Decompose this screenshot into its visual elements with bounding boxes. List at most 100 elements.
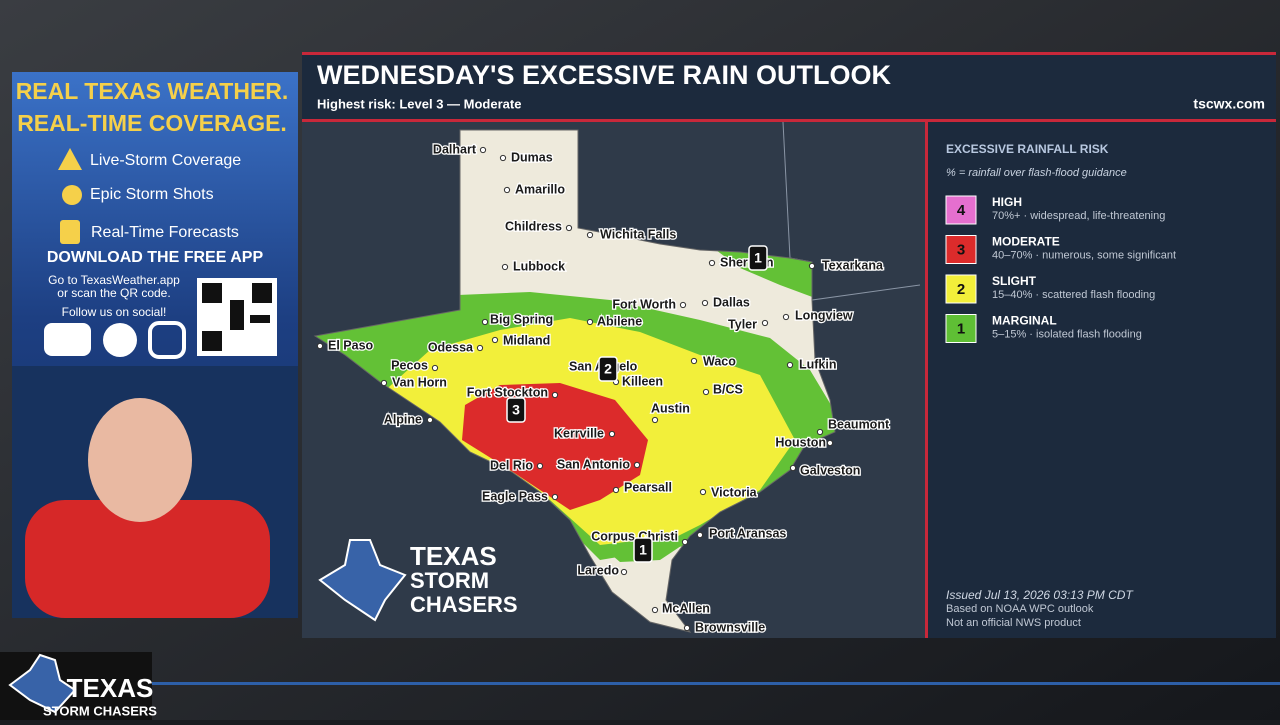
instructions: Go to TexasWeather.app: [48, 273, 180, 287]
city-label: Laredo: [577, 563, 619, 577]
icon: [62, 185, 82, 205]
city-label: Beaumont: [828, 417, 890, 431]
disclaimer: Not an official NWS product: [946, 617, 1081, 629]
legend-note: % = rainfall over flash-flood guidance: [946, 167, 1127, 179]
facebook-icon[interactable]: [103, 323, 137, 357]
city-label: Dallas: [713, 295, 750, 309]
bottom-bar: [0, 682, 1280, 685]
city-dot: [702, 388, 710, 396]
city-dot: [479, 146, 487, 154]
risk-badge: [633, 537, 653, 563]
city-dot: [586, 231, 594, 239]
city-dot: [690, 357, 698, 365]
bottom-logo-text: STORM CHASERS: [43, 703, 157, 718]
city-label: Austin: [651, 401, 690, 415]
legend-swatch: [945, 195, 977, 225]
city-dot: [826, 439, 834, 447]
city-dot: [761, 319, 769, 327]
social-text: Follow us on social!: [62, 305, 167, 319]
legend-name: HIGH: [992, 195, 1022, 209]
person-head: [88, 398, 192, 522]
logo-text: STORM: [410, 568, 489, 593]
city-label: Brownsville: [695, 620, 765, 634]
city-dot: [808, 262, 816, 270]
city-dot: [786, 361, 794, 369]
city-dot: [565, 224, 573, 232]
legend-name: SLIGHT: [992, 274, 1037, 288]
city-dot: [696, 531, 704, 539]
legend-level: 4: [957, 202, 966, 219]
issued: Issued Jul 13, 2026 03:13 PM CDT: [946, 588, 1134, 602]
city-label: Alpine: [384, 412, 422, 426]
legend-panel: [926, 122, 1276, 638]
feature: Epic Storm Shots: [90, 186, 214, 203]
site[interactable]: tscwx.com: [1193, 96, 1265, 112]
legend-swatch: [945, 314, 977, 343]
city-dot: [681, 538, 689, 546]
youtube-icon[interactable]: [44, 323, 91, 356]
risk-badge-label: 1: [639, 542, 647, 558]
promo-headline: REAL TEXAS WEATHER.: [16, 78, 289, 104]
city-label: B/CS: [713, 382, 743, 396]
city-dot: [782, 313, 790, 321]
city-dot: [789, 464, 797, 472]
bottom-logo-text: TEXAS: [67, 673, 154, 703]
city-dot: [426, 416, 434, 424]
city-label: Tyler: [728, 317, 757, 331]
city-dot: [380, 379, 388, 387]
bottom-logo-map: [8, 653, 77, 714]
city-dot: [481, 318, 489, 326]
city-dot: [431, 364, 439, 372]
city-label: Childress: [505, 219, 562, 233]
city-dot: [586, 318, 594, 326]
download: DOWNLOAD THE FREE APP: [47, 249, 264, 266]
city-dot: [612, 486, 620, 494]
city-dot: [551, 391, 559, 399]
city-label: Del Rio: [490, 458, 533, 472]
feature: Live-Storm Coverage: [90, 152, 241, 169]
city-dot: [316, 342, 324, 350]
person-shirt: [25, 500, 270, 618]
risk-badge: [598, 356, 618, 382]
city-dot: [499, 154, 507, 162]
city-label: Big Spring: [490, 312, 553, 326]
risk-badge-label: 1: [754, 250, 762, 266]
city-dot: [501, 263, 509, 271]
city-label: Galveston: [800, 463, 860, 477]
city-label: Kerrville: [554, 426, 604, 440]
logo-text: TEXAS: [410, 541, 497, 571]
city-label: Amarillo: [515, 182, 565, 196]
city-label: Fort Stockton: [467, 385, 548, 399]
header-accent: [302, 119, 1276, 122]
city-label: Longview: [795, 308, 853, 322]
city-label: Van Horn: [392, 375, 447, 389]
city-label: Odessa: [428, 340, 474, 354]
city-dot: [620, 568, 628, 576]
risk-badge: [506, 397, 526, 423]
city-label: Corpus Christi: [591, 529, 678, 543]
city-label: Port Aransas: [709, 526, 786, 540]
city-dot: [633, 461, 641, 469]
logo-text: CHASERS: [410, 592, 518, 617]
city-label: Eagle Pass: [482, 489, 548, 503]
promo-headline: REAL-TIME COVERAGE.: [17, 110, 287, 136]
city-dot: [651, 416, 659, 424]
city-label: Pecos: [391, 358, 428, 372]
risk-badge-label: 2: [604, 361, 612, 377]
city-label: San Antonio: [557, 457, 631, 471]
title: WEDNESDAY'S EXCESSIVE RAIN OUTLOOK: [317, 60, 892, 90]
city-label: Fort Worth: [612, 297, 676, 311]
city-dot: [816, 428, 824, 436]
instagram-icon[interactable]: [148, 321, 186, 359]
city-label: Dalhart: [433, 142, 477, 156]
city-dot: [701, 299, 709, 307]
city-dot: [491, 336, 499, 344]
header-accent: [302, 52, 1276, 55]
legend-name: MODERATE: [992, 235, 1060, 249]
city-label: Victoria: [711, 485, 758, 499]
city-label: Midland: [503, 333, 550, 347]
city-dot: [651, 606, 659, 614]
qr-pattern: [202, 283, 272, 351]
